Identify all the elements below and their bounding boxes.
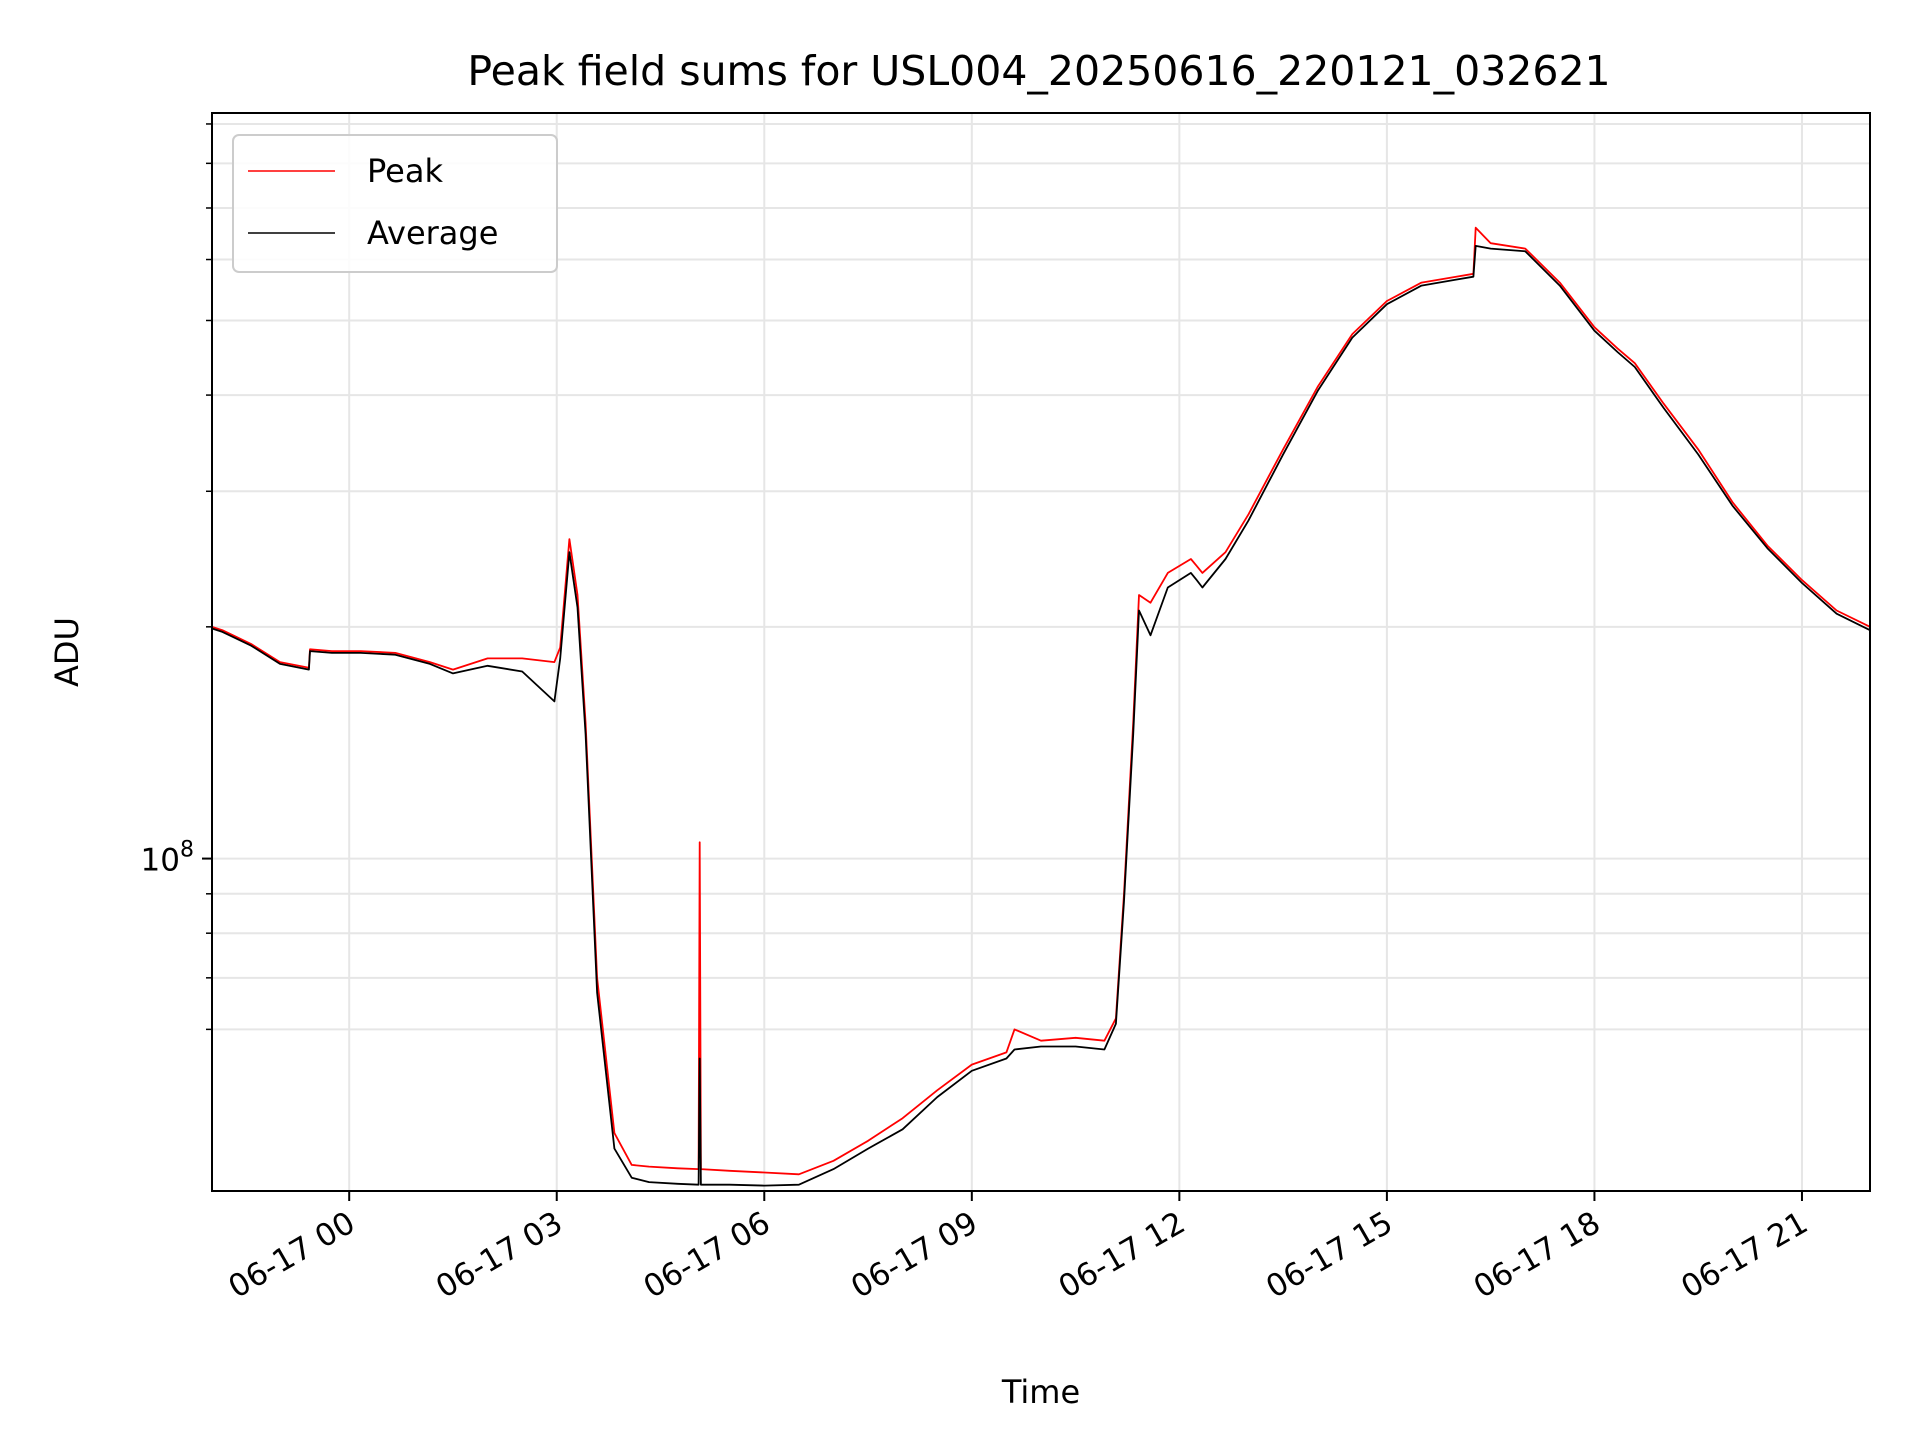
legend-label-peak: Peak — [367, 152, 443, 190]
y-axis: 108 — [141, 123, 212, 1031]
y-axis-label: ADU — [48, 617, 86, 687]
series-layer — [211, 226, 1871, 1187]
series-line-average — [211, 244, 1871, 1187]
series-line-peak — [211, 226, 1871, 1176]
y-tick-label-base: 10 — [141, 843, 180, 879]
grid — [212, 113, 1870, 1191]
plot-frame — [211, 112, 1871, 1192]
legend-box — [232, 134, 558, 273]
x-axis-label: Time — [1001, 1373, 1080, 1411]
legend-label-average: Average — [367, 214, 498, 252]
legend: Peak Average — [232, 134, 558, 273]
y-tick-label-exponent: 8 — [180, 838, 194, 863]
chart-title: Peak field sums for USL004_20250616_2201… — [467, 47, 1610, 95]
y-tick-label: 108 — [141, 838, 194, 879]
